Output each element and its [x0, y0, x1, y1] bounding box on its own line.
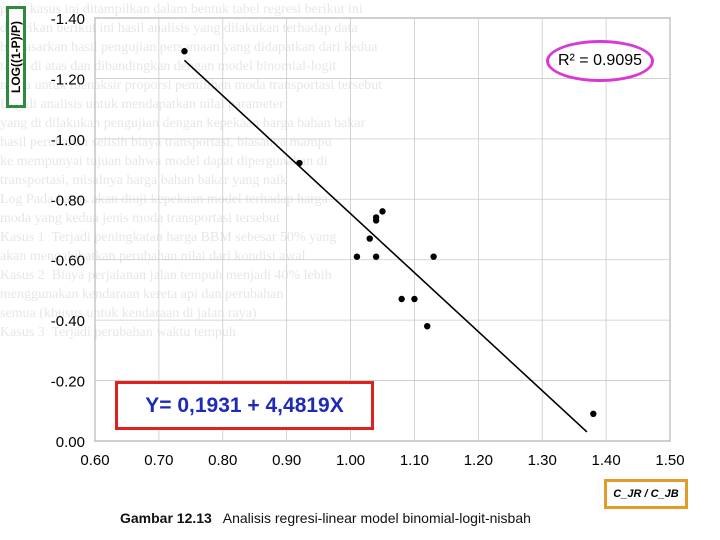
y-tick-labels: 0.00 -0.20 -0.40 -0.60 -0.80 -1.00 -1.20 -1.40: [51, 11, 85, 451]
y-tick-label: -0.20: [51, 374, 85, 391]
y-tick-label: -0.40: [51, 313, 85, 330]
data-point: [398, 295, 405, 303]
y-axis-label: LOG((1-P)/P): [9, 21, 23, 93]
data-point: [366, 235, 373, 242]
plot-frame: [94, 17, 671, 442]
data-point: [372, 253, 380, 260]
x-tick-label: 0.90: [272, 452, 301, 469]
grid-lines: [94, 17, 671, 442]
regression-equation-box: Y= 0,1931 + 4,4819X: [115, 381, 374, 430]
y-tick-label: 0.00: [56, 434, 85, 451]
data-point: [296, 159, 303, 167]
x-tick-label: 1.20: [464, 452, 493, 469]
figure-caption: Gambar 12.13 Analisis regresi-linear mod…: [120, 510, 531, 526]
r-squared-label: R² = 0.9095: [546, 40, 654, 82]
x-axis-label-box: C_JR / C_JB: [604, 479, 688, 509]
data-point: [379, 208, 386, 215]
x-tick-label: 0.60: [80, 452, 109, 469]
r-squared-text: R² = 0.9095: [557, 52, 643, 69]
y-tick-label: -1.00: [51, 132, 85, 149]
y-axis-label-box: LOG((1-P)/P): [6, 6, 26, 108]
regression-equation: Y= 0,1931 + 4,4819X: [145, 393, 344, 417]
y-tick-label: -1.20: [51, 71, 85, 88]
x-tick-label: 1.40: [592, 452, 621, 469]
data-points: [181, 48, 597, 418]
data-point: [411, 295, 418, 303]
regression-line: [183, 59, 588, 433]
x-tick-label: 1.30: [528, 452, 557, 469]
data-point: [372, 214, 380, 221]
data-point: [424, 322, 431, 330]
y-tick-label: -1.40: [51, 11, 85, 28]
x-tick-label: 1.10: [400, 452, 429, 469]
data-point: [430, 253, 437, 260]
y-tick-label: -0.80: [51, 192, 85, 209]
y-tick-label: -0.60: [51, 253, 85, 270]
x-tick-label: 0.80: [208, 452, 237, 469]
x-axis-label: C_JR / C_JB: [613, 488, 679, 500]
x-tick-label: 1.50: [655, 452, 684, 469]
data-point: [353, 253, 361, 260]
data-point: [590, 410, 597, 418]
x-tick-labels: 0.60 0.70 0.80 0.90 1.00 1.10 1.20 1.30 1.40 1.50: [80, 452, 684, 469]
caption-text: Analisis regresi-linear model binomial-l…: [222, 510, 531, 526]
x-tick-label: 1.00: [336, 452, 365, 469]
data-point: [181, 48, 188, 55]
x-tick-label: 0.70: [144, 452, 173, 469]
caption-figure-number: Gambar 12.13: [120, 510, 212, 526]
